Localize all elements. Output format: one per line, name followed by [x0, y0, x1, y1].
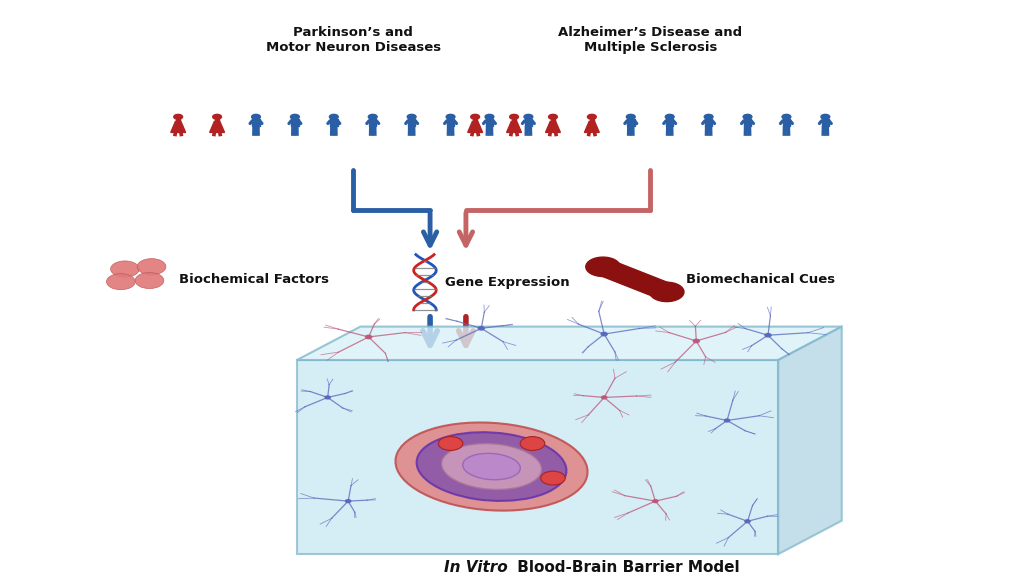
Bar — [446, 119, 455, 126]
Circle shape — [330, 115, 338, 119]
Bar — [743, 119, 752, 126]
Bar — [330, 119, 338, 126]
Circle shape — [213, 115, 221, 119]
Circle shape — [137, 259, 166, 275]
Bar — [215, 119, 219, 122]
Circle shape — [111, 261, 139, 277]
Circle shape — [471, 115, 479, 119]
Polygon shape — [546, 122, 560, 132]
Polygon shape — [585, 122, 599, 132]
Circle shape — [510, 115, 518, 119]
Circle shape — [438, 437, 463, 450]
Bar — [782, 119, 791, 126]
Bar — [297, 360, 778, 554]
Circle shape — [743, 115, 752, 119]
Circle shape — [345, 499, 351, 503]
Text: Parkinson’s and
Motor Neuron Diseases: Parkinson’s and Motor Neuron Diseases — [265, 26, 441, 54]
Circle shape — [524, 115, 532, 119]
Circle shape — [520, 437, 545, 450]
Ellipse shape — [395, 422, 588, 511]
Circle shape — [446, 115, 455, 119]
Bar — [551, 119, 555, 122]
Circle shape — [291, 115, 299, 119]
Circle shape — [366, 335, 372, 339]
Text: Alzheimer’s Disease and
Multiple Sclerosis: Alzheimer’s Disease and Multiple Scleros… — [558, 26, 742, 54]
Circle shape — [652, 499, 658, 503]
Circle shape — [666, 115, 674, 119]
Polygon shape — [595, 260, 675, 298]
Circle shape — [541, 471, 565, 485]
Circle shape — [174, 115, 182, 119]
Circle shape — [586, 257, 621, 276]
Bar — [666, 119, 674, 126]
Bar — [705, 119, 713, 126]
Circle shape — [724, 419, 730, 422]
Circle shape — [588, 115, 596, 119]
Polygon shape — [297, 327, 842, 360]
Polygon shape — [210, 122, 224, 132]
Circle shape — [693, 339, 699, 343]
Bar — [252, 119, 260, 126]
Circle shape — [485, 115, 494, 119]
Bar — [821, 119, 829, 126]
Circle shape — [744, 520, 751, 523]
Circle shape — [478, 327, 484, 330]
Circle shape — [627, 115, 635, 119]
Circle shape — [549, 115, 557, 119]
Bar — [512, 119, 516, 122]
Circle shape — [325, 396, 331, 399]
Circle shape — [821, 115, 829, 119]
Bar — [590, 119, 594, 122]
Circle shape — [765, 334, 771, 337]
Polygon shape — [778, 327, 842, 554]
Text: Biomechanical Cues: Biomechanical Cues — [686, 273, 836, 286]
Circle shape — [369, 115, 377, 119]
Bar — [627, 119, 635, 126]
Circle shape — [649, 282, 684, 302]
Polygon shape — [171, 122, 185, 132]
Circle shape — [705, 115, 713, 119]
Circle shape — [135, 272, 164, 289]
Polygon shape — [468, 122, 482, 132]
Circle shape — [106, 274, 135, 290]
Bar — [408, 119, 416, 126]
Text: Biochemical Factors: Biochemical Factors — [179, 273, 329, 286]
Circle shape — [601, 396, 607, 399]
Bar — [524, 119, 532, 126]
Ellipse shape — [441, 444, 542, 490]
Circle shape — [782, 115, 791, 119]
Circle shape — [408, 115, 416, 119]
Polygon shape — [507, 122, 521, 132]
Bar — [485, 119, 494, 126]
Circle shape — [252, 115, 260, 119]
Bar — [369, 119, 377, 126]
Bar — [291, 119, 299, 126]
Bar — [176, 119, 180, 122]
Text: In Vitro: In Vitro — [444, 560, 508, 575]
Text: Blood-Brain Barrier Model: Blood-Brain Barrier Model — [512, 560, 739, 575]
Circle shape — [601, 332, 607, 336]
Text: Gene Expression: Gene Expression — [445, 276, 570, 289]
Bar — [473, 119, 477, 122]
Ellipse shape — [463, 453, 520, 480]
Ellipse shape — [417, 432, 566, 501]
